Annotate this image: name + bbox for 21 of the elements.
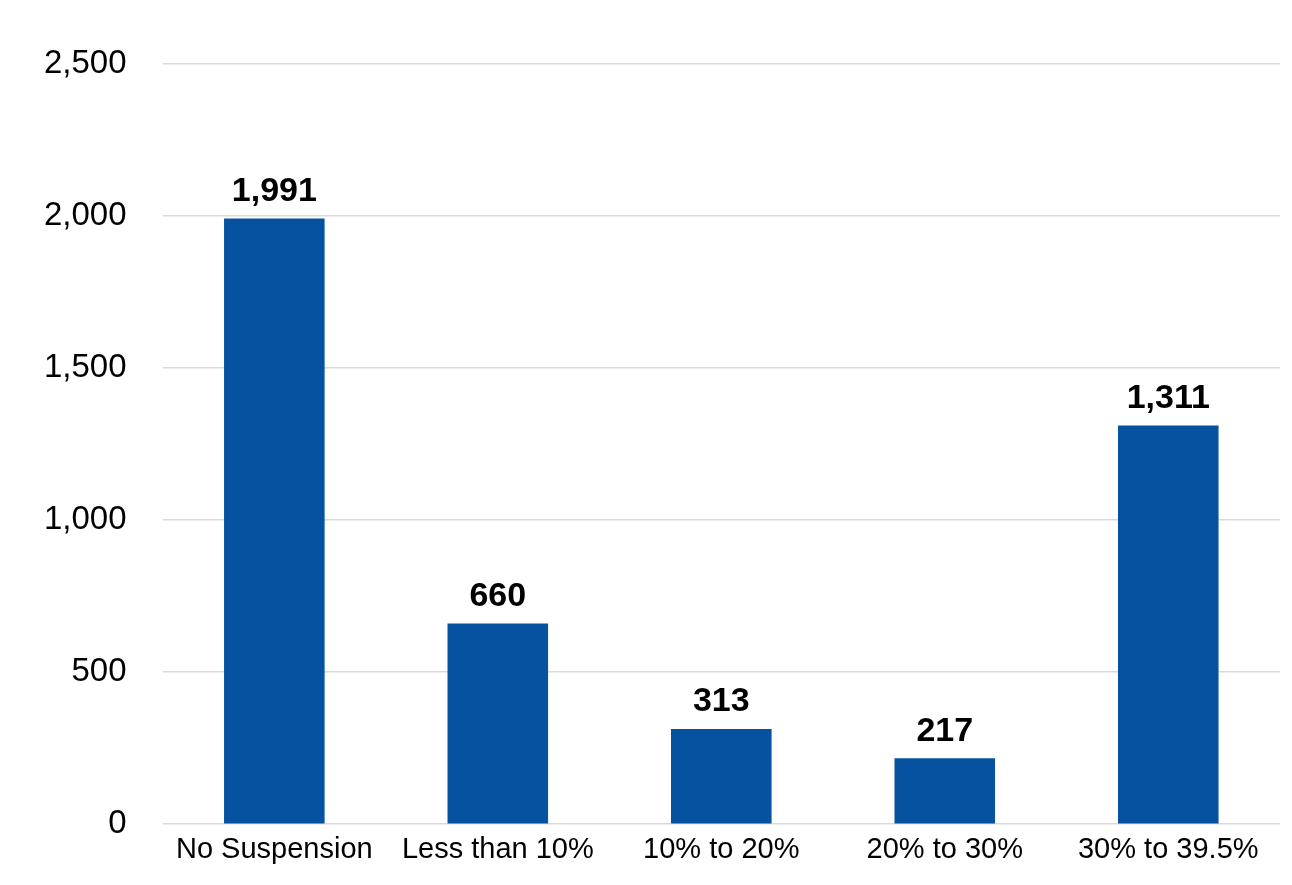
y-tick-label: 1,000	[43, 499, 127, 537]
x-tick-label: 10% to 20%	[643, 831, 800, 864]
bar	[671, 729, 772, 824]
y-tick-label: 1,500	[43, 347, 127, 385]
x-tick-label: 20% to 30%	[866, 831, 1023, 864]
data-label: 660	[469, 574, 527, 613]
bar	[1117, 425, 1219, 824]
bar	[894, 758, 996, 824]
bar	[447, 623, 549, 824]
data-label: 217	[916, 709, 974, 748]
x-tick-label: No Suspension	[175, 831, 373, 864]
bar	[224, 218, 325, 824]
data-label: 313	[692, 680, 750, 719]
data-label: 1,991	[231, 169, 317, 208]
data-label: 1,311	[1126, 376, 1210, 415]
x-tick-label: Less than 10%	[401, 831, 594, 864]
y-tick-label: 500	[71, 651, 127, 689]
y-tick-label: 2,500	[43, 42, 127, 80]
y-tick-label: 0	[108, 803, 127, 841]
y-tick-label: 2,000	[43, 194, 127, 232]
x-tick-label: 30% to 39.5%	[1077, 831, 1259, 864]
